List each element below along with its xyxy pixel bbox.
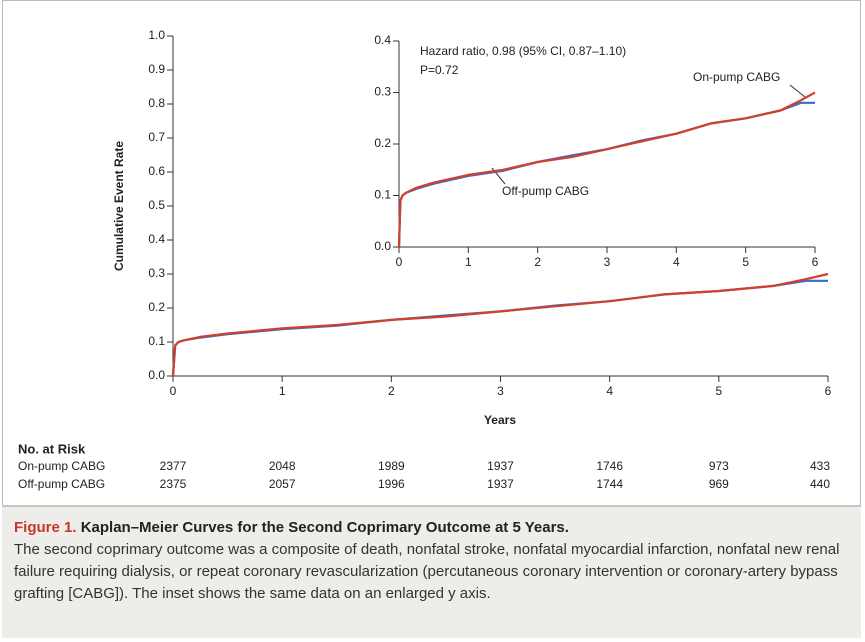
risk-row-label: Off-pump CABG [18, 477, 105, 491]
y-tick-label: 0.4 [374, 33, 391, 47]
risk-table-title: No. at Risk [18, 441, 86, 456]
risk-value: 1996 [378, 477, 405, 491]
y-tick-label: 1.0 [148, 28, 165, 42]
x-tick-label: 5 [715, 384, 722, 398]
risk-value: 2057 [269, 477, 296, 491]
risk-value: 1937 [487, 477, 514, 491]
y-tick-label: 0.0 [148, 368, 165, 382]
x-tick-label: 1 [279, 384, 286, 398]
x-axis-label: Years [484, 413, 516, 427]
y-axis-label: Cumulative Event Rate [112, 141, 126, 271]
y-tick-label: 0.6 [148, 164, 165, 178]
x-tick-label: 0 [396, 255, 403, 269]
annotation: Hazard ratio, 0.98 (95% CI, 0.87–1.10) [420, 44, 626, 58]
risk-value: 433 [810, 459, 830, 473]
risk-value: 440 [810, 477, 830, 491]
x-tick-label: 3 [604, 255, 611, 269]
risk-value: 2048 [269, 459, 296, 473]
caption-text: The second coprimary outcome was a compo… [14, 541, 840, 602]
y-tick-label: 0.5 [148, 198, 165, 212]
caption: Figure 1. Kaplan–Meier Curves for the Se… [2, 505, 861, 638]
annotation: P=0.72 [420, 63, 459, 77]
x-tick-label: 4 [606, 384, 613, 398]
series-line [171, 272, 829, 377]
x-tick-label: 1 [465, 255, 472, 269]
series-line [397, 101, 815, 248]
risk-value: 2377 [160, 459, 187, 473]
series-label: On-pump CABG [693, 70, 780, 84]
chart: Years Cumulative Event Rate Hazard ratio… [18, 28, 832, 491]
y-tick-label: 0.2 [148, 300, 165, 314]
x-tick-label: 3 [497, 384, 504, 398]
caption-title: Kaplan–Meier Curves for the Second Copri… [80, 519, 569, 536]
x-tick-label: 6 [825, 384, 832, 398]
risk-value: 973 [709, 459, 729, 473]
x-tick-label: 6 [812, 255, 819, 269]
risk-value: 1746 [596, 459, 623, 473]
risk-value: 1989 [378, 459, 405, 473]
y-tick-label: 0.2 [374, 136, 391, 150]
y-tick-label: 0.1 [148, 334, 165, 348]
x-tick-label: 0 [170, 384, 177, 398]
risk-value: 969 [709, 477, 729, 491]
series-label: Off-pump CABG [502, 184, 589, 198]
y-tick-label: 0.4 [148, 232, 165, 246]
y-tick-label: 0.9 [148, 62, 165, 76]
y-tick-label: 0.3 [148, 266, 165, 280]
y-tick-label: 0.8 [148, 96, 165, 110]
risk-value: 1937 [487, 459, 514, 473]
y-tick-label: 0.0 [374, 239, 391, 253]
x-tick-label: 5 [742, 255, 749, 269]
y-tick-label: 0.3 [374, 85, 391, 99]
y-tick-label: 0.1 [374, 188, 391, 202]
leader-line [789, 84, 806, 98]
x-tick-label: 2 [534, 255, 541, 269]
series-line [397, 91, 816, 248]
risk-value: 2375 [160, 477, 187, 491]
x-tick-label: 2 [388, 384, 395, 398]
risk-value: 1744 [596, 477, 623, 491]
risk-row-label: On-pump CABG [18, 459, 105, 473]
x-tick-label: 4 [673, 255, 680, 269]
y-tick-label: 0.7 [148, 130, 165, 144]
caption-label: Figure 1. [14, 519, 77, 536]
